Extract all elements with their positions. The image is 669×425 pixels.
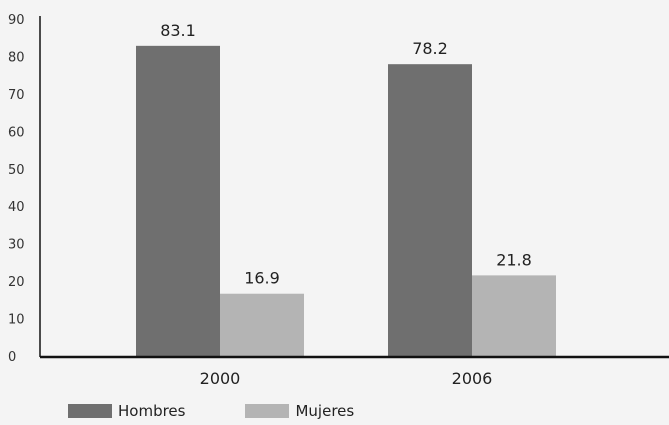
data-labels: 83.1 78.2 16.9 21.8 bbox=[160, 21, 532, 288]
x-tick-label: 2006 bbox=[452, 369, 493, 388]
y-tick-label: 20 bbox=[8, 275, 25, 290]
bar-hombres-2006 bbox=[388, 64, 472, 357]
legend-label-hombres: Hombres bbox=[118, 402, 186, 420]
y-tick-label: 60 bbox=[8, 125, 25, 140]
bars bbox=[136, 45, 556, 357]
y-tick-label: 80 bbox=[8, 50, 25, 65]
legend-swatch-mujeres bbox=[245, 404, 290, 418]
legend-item-hombres: Hombres bbox=[68, 402, 185, 420]
y-tick-label: 50 bbox=[8, 163, 25, 178]
data-label-hombres-2006: 78.2 bbox=[412, 39, 448, 58]
data-label-mujeres-2006: 21.8 bbox=[496, 250, 532, 269]
y-axis: 0 10 20 30 40 50 60 70 80 90 bbox=[8, 13, 41, 365]
legend: Hombres Mujeres bbox=[68, 402, 414, 420]
y-tick-label: 90 bbox=[8, 13, 25, 28]
y-tick-label: 40 bbox=[8, 200, 25, 215]
legend-label-mujeres: Mujeres bbox=[295, 402, 355, 420]
x-axis: 2000 2006 bbox=[40, 355, 669, 388]
data-label-hombres-2000: 83.1 bbox=[160, 21, 196, 40]
y-tick-label: 10 bbox=[8, 313, 25, 328]
legend-swatch-hombres bbox=[68, 404, 112, 418]
y-tick-label: 70 bbox=[8, 88, 25, 103]
data-label-mujeres-2000: 16.9 bbox=[244, 269, 280, 288]
bar-mujeres-2000 bbox=[220, 293, 304, 357]
bar-hombres-2000 bbox=[136, 45, 220, 357]
x-tick-label: 2000 bbox=[200, 369, 241, 388]
legend-item-mujeres: Mujeres bbox=[245, 402, 354, 420]
bar-mujeres-2006 bbox=[472, 275, 556, 357]
y-tick-label: 30 bbox=[8, 238, 25, 253]
y-tick-label: 0 bbox=[8, 350, 16, 365]
